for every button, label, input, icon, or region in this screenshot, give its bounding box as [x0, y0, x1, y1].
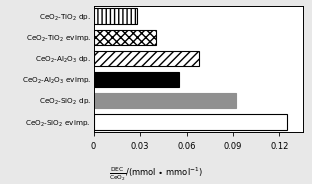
Bar: [94, 30, 156, 45]
Bar: [94, 93, 236, 108]
Text: $\frac{\rm DEC}{\rm CeO_2}$/(mmol $\bullet$ mmol$^{-1}$): $\frac{\rm DEC}{\rm CeO_2}$/(mmol $\bull…: [109, 166, 203, 183]
Bar: [94, 72, 179, 87]
Bar: [94, 114, 287, 130]
Bar: [94, 51, 199, 66]
Bar: [94, 8, 137, 24]
